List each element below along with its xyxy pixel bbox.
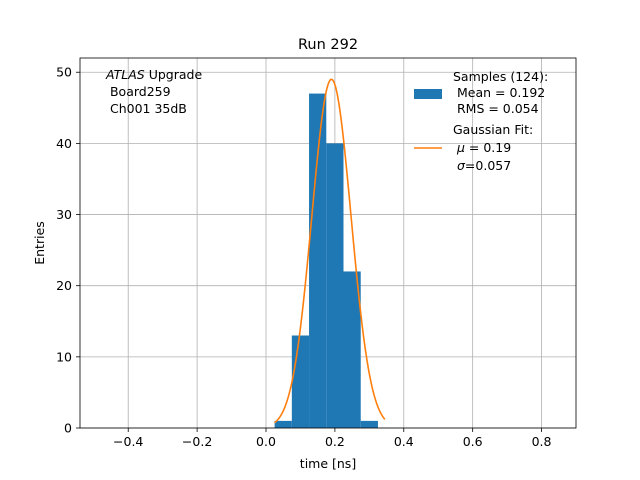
legend-histogram-line2: Mean = 0.192	[453, 85, 545, 100]
legend-mu-symbol: μ	[456, 140, 465, 155]
y-tick-label: 50	[56, 65, 72, 80]
y-tick-label: 0	[64, 421, 72, 436]
x-tick-label: −0.4	[113, 434, 143, 449]
histogram-bar	[274, 420, 292, 428]
svg-text:σ=0.057: σ=0.057	[453, 158, 511, 173]
legend-fit-line3: =0.057	[465, 158, 511, 173]
histogram-bar	[291, 335, 310, 428]
x-tick-label: 0.2	[325, 434, 345, 449]
svg-text:μ = 0.19: μ = 0.19	[453, 140, 511, 155]
y-tick-label: 20	[56, 278, 72, 293]
y-axis-ticks: 0 10 20 30 40 50	[56, 65, 80, 436]
y-tick-label: 10	[56, 349, 72, 364]
legend-histogram-line1: Samples (124):	[453, 69, 548, 84]
y-tick-label: 30	[56, 207, 72, 222]
y-axis-label: Entries	[32, 221, 47, 265]
x-tick-label: 0.4	[394, 434, 414, 449]
legend-histogram-swatch	[414, 89, 442, 99]
gaussian-fit-curve	[274, 78, 386, 424]
legend-histogram-line3: RMS = 0.054	[453, 101, 539, 116]
histogram-bar	[309, 93, 327, 429]
x-tick-label: 0.8	[532, 434, 552, 449]
annotation-atlas: ATLAS	[105, 67, 145, 82]
legend-sigma-symbol: σ	[457, 158, 466, 173]
x-axis-ticks: −0.4 −0.2 0.0 0.2 0.4 0.6 0.8	[113, 428, 552, 449]
legend: Samples (124): Mean = 0.192 RMS = 0.054 …	[414, 69, 548, 173]
histogram-bar	[326, 143, 344, 428]
annotation-line3: Ch001 35dB	[106, 101, 187, 116]
histogram-bar	[360, 420, 378, 428]
legend-fit-line2: = 0.19	[465, 140, 511, 155]
annotation-line2: Board259	[106, 84, 171, 99]
grid	[80, 58, 576, 429]
gaussian-fit	[274, 78, 386, 424]
x-tick-label: 0.0	[256, 434, 276, 449]
x-tick-label: −0.2	[182, 434, 212, 449]
svg-text:ATLAS Upgrade: ATLAS Upgrade	[105, 67, 202, 82]
annotation-text: ATLAS Upgrade Board259 Ch001 35dB	[105, 67, 202, 116]
y-tick-label: 40	[56, 136, 72, 151]
x-axis-label: time [ns]	[300, 456, 356, 471]
annotation-line1: Upgrade	[145, 67, 203, 82]
chart-title: Run 292	[298, 37, 358, 53]
x-tick-label: 0.6	[463, 434, 483, 449]
histogram-bar	[343, 271, 361, 428]
plot-frame	[79, 57, 577, 429]
legend-fit-line1: Gaussian Fit:	[453, 122, 533, 137]
